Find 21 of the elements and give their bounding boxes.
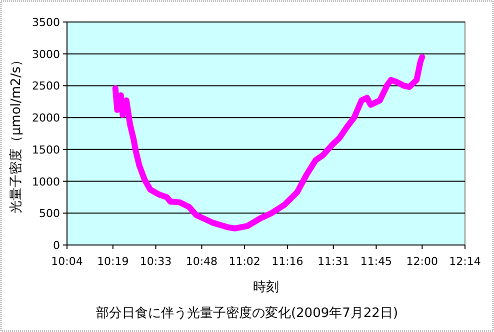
text: 部分日食に伴う光量子密度の変化(2009年7月22日) bbox=[96, 305, 398, 321]
x-tick-label: 11:16 bbox=[272, 255, 304, 268]
x-tick-label: 10:04 bbox=[51, 255, 83, 268]
x-tick-label: 11:31 bbox=[318, 255, 350, 268]
y-tick-label: 1000 bbox=[32, 175, 60, 188]
y-axis-title: 光量子密度（μmol/m2/s） bbox=[8, 54, 24, 214]
x-axis-title: 時刻 bbox=[253, 280, 279, 295]
x-tick-label: 10:19 bbox=[97, 255, 129, 268]
y-tick-label: 0 bbox=[53, 239, 60, 252]
y-tick-label: 3000 bbox=[32, 48, 60, 61]
y-tick-label: 500 bbox=[39, 207, 60, 220]
y-tick-label: 3500 bbox=[32, 16, 60, 29]
x-tick-label: 12:00 bbox=[406, 255, 438, 268]
x-tick-label: 10:33 bbox=[140, 255, 172, 268]
x-tick-label: 10:48 bbox=[186, 255, 218, 268]
x-tick-label: 11:45 bbox=[360, 255, 392, 268]
y-tick-label: 2500 bbox=[32, 80, 60, 93]
y-tick-label: 1500 bbox=[32, 143, 60, 156]
y-tick-label: 2000 bbox=[32, 112, 60, 125]
x-tick-label: 11:02 bbox=[228, 255, 260, 268]
x-tick-label: 12:14 bbox=[449, 255, 481, 268]
